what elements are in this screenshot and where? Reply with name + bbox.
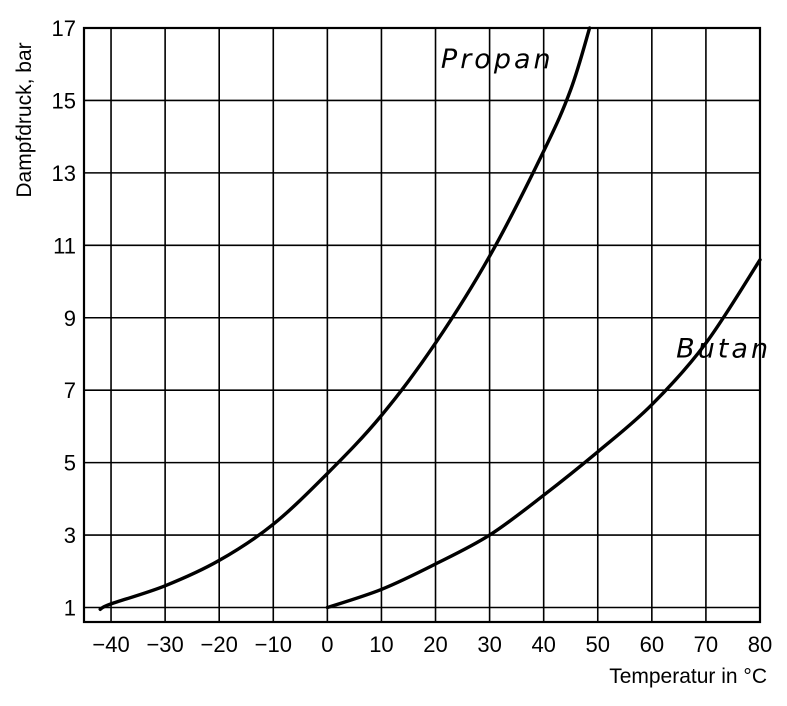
y-tick-label: 9 xyxy=(64,306,76,331)
x-axis-title: Temperatur in °C xyxy=(609,665,767,688)
plot-frame xyxy=(82,26,762,624)
x-tick-label: −20 xyxy=(201,632,238,657)
y-tick-label: 17 xyxy=(52,16,76,41)
x-tick-label: 0 xyxy=(321,632,333,657)
y-tick-label: 15 xyxy=(52,88,76,113)
curve-butan xyxy=(325,258,762,610)
y-tick-label: 5 xyxy=(64,451,76,476)
curve-propan xyxy=(98,26,592,611)
y-tick-label: 1 xyxy=(64,596,76,621)
y-tick-label: 7 xyxy=(64,378,76,403)
y-tick-label: 3 xyxy=(64,523,76,548)
x-tick-label: −10 xyxy=(255,632,292,657)
x-tick-label: 30 xyxy=(477,632,501,657)
x-tick-label: 60 xyxy=(640,632,664,657)
labels: −40 −30 −20 −10 0 10 20 30 40 50 60 70 8013579111315… xyxy=(52,16,773,657)
y-tick-label: 13 xyxy=(52,161,76,186)
grid xyxy=(82,26,762,624)
series-label-propan: Propan xyxy=(441,44,554,75)
x-tick-label: −30 xyxy=(146,632,183,657)
x-tick-label: −40 xyxy=(92,632,129,657)
series-label-butan: Butan xyxy=(676,334,771,365)
x-tick-label: 10 xyxy=(369,632,393,657)
y-axis-title: Dampfdruck, bar xyxy=(13,42,36,197)
x-tick-label: 50 xyxy=(586,632,610,657)
x-tick-label: 40 xyxy=(531,632,555,657)
x-tick-label: 70 xyxy=(694,632,718,657)
y-tick-label: 11 xyxy=(53,233,76,258)
x-tick-label: 20 xyxy=(423,632,447,657)
x-tick-label: 80 xyxy=(748,632,772,657)
curves xyxy=(98,26,762,611)
